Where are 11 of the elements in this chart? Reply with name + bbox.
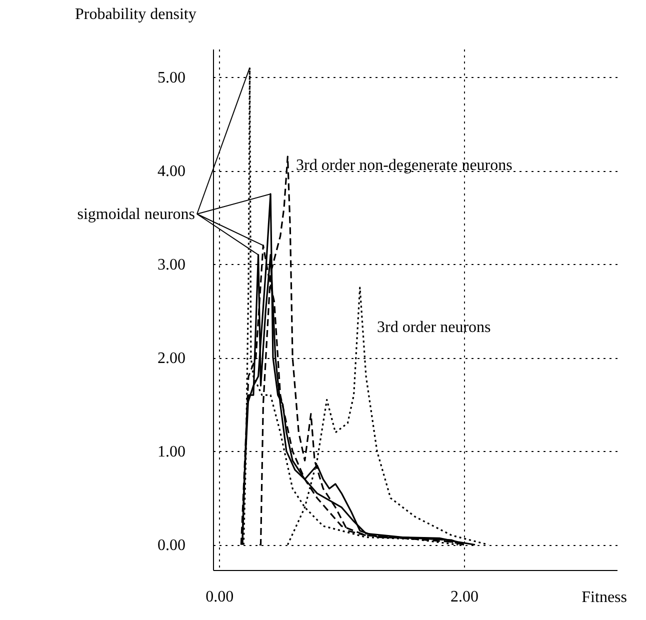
y-axis-title: Probability density [75,6,196,23]
annotation: sigmoidal neurons [77,206,195,223]
y-tick-label: 4.00 [158,163,186,180]
y-tick-label: 5.00 [158,70,186,87]
annotation: 3rd order non-degenerate neurons [296,157,512,174]
x-axis-title: Fitness [582,589,627,606]
y-tick-label: 2.00 [158,350,186,368]
y-tick-label: 0.00 [158,537,186,554]
y-tick-label: 3.00 [158,256,186,274]
y-tick-label: 1.00 [158,444,186,461]
annotation: 3rd order neurons [377,319,491,336]
